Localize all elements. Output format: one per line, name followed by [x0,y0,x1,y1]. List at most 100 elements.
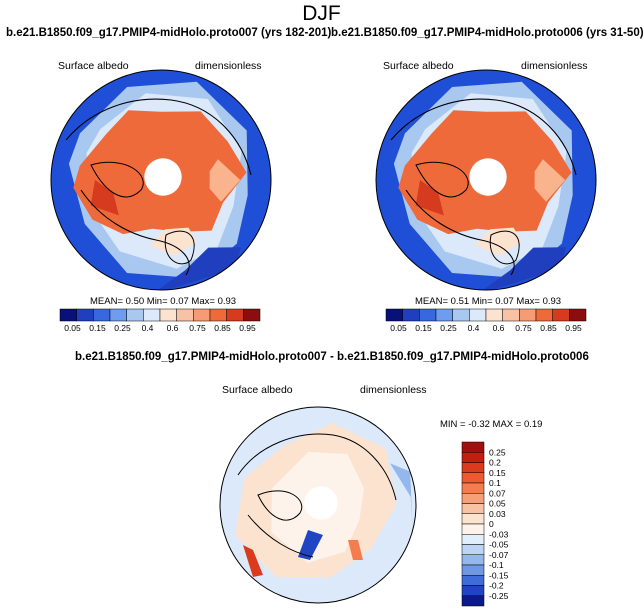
panel-2-max-label: Max= [516,296,540,307]
panel-1-colorbar-swatch [143,308,161,322]
panel-1-hudson-bay [90,161,144,198]
panel-1-coastline-a [65,98,252,176]
panel-1-colorbar-swatch [126,308,144,322]
panel-1-coastline-b [80,189,190,276]
panel-2-stats: MEAN= 0.51 Min= 0.07 Max= 0.93 [415,296,561,307]
panel-3-hudson-bay [257,490,303,521]
panel-3-min-label: MIN = [440,419,466,430]
panel-1-dark-patch [90,180,119,216]
panel-3-colorbar-tick: -0.25 [489,591,509,601]
panel-3-colorbar-tick: 0.25 [489,447,506,457]
panel-2-map [376,70,596,290]
panel-1-colorbar-swatch [109,308,127,322]
panel-2-colorbar-tick: 0.85 [540,323,557,333]
panel-3-colorbar-swatch [461,595,485,607]
panel-1-variable: Surface albedo [58,60,129,72]
panel-2-pole-hole [469,158,507,196]
panel-3-colorbar-tick: -0.07 [489,550,509,560]
panel-3-colorbar-tick: -0.1 [489,560,504,570]
panel-3-colorbar-swatch [461,513,485,525]
panel-1-min-label: Min= [146,296,168,307]
panel-1-min-value: 0.07 [170,296,189,307]
panel-3-max-label: MAX = [492,419,522,430]
panel-2-colorbar-tick: 0.95 [565,323,582,333]
panel-1-peach-patch-a [209,159,241,202]
panel-3-pole-hole [304,486,338,520]
panel-1-colorbar-tick: 0.05 [64,323,81,333]
panel-1-colorbar-tick: 0.4 [142,323,154,333]
panel-3-title: b.e21.B1850.f09_g17.PMIP4-midHolo.proto0… [75,351,589,363]
panel-1-stats: MEAN= 0.50 Min= 0.07 Max= 0.93 [90,296,236,307]
panel-1-colorbar-tick: 0.85 [214,323,231,333]
panel-2-cream-patch [474,227,522,256]
panel-3-colorbar-swatch [461,503,485,514]
panel-2-atlantic [475,247,567,290]
panel-3-colorbar-tick: -0.2 [489,581,504,591]
panel-2-colorbar-tick: 0.05 [390,323,407,333]
panel-1-colorbar-swatch [176,308,194,322]
panel-1-colorbar-tick: 0.15 [89,323,106,333]
panel-3-positive-patch [348,540,363,560]
panel-2-min-value: 0.07 [495,296,514,307]
panel-2-units: dimensionless [521,60,588,72]
panel-2-peach-patch-a [534,159,566,202]
panel-3-colorbar-swatch [461,534,485,545]
panel-1-units: dimensionless [195,60,262,72]
panel-3-negative-streak [298,530,323,560]
panel-3-colorbar-tick: -0.15 [489,570,509,580]
panel-1-pole-hole [144,158,182,196]
panel-3-colorbar-tick: 0.05 [489,499,506,509]
main-title: DJF [302,2,341,25]
panel-3-colorbar-tick: -0.03 [489,529,509,539]
panel-3-colorbar-swatch [461,462,485,473]
panel-2-colorbar-swatch [402,308,420,322]
panel-3-min-value: -0.32 [468,419,490,430]
panel-1-colorbar-swatch [59,308,77,322]
panel-2-colorbar-swatch [569,308,587,322]
panel-2-colorbar-swatch [419,308,437,322]
panel-3-colorbar-swatch [461,554,485,566]
panel-2-colorbar-swatch [485,308,503,322]
panel-1-colorbar-tick: 0.25 [114,323,131,333]
panel-2-colorbar-tick: 0.6 [493,323,505,333]
panel-3-colorbar-tick: 0.15 [489,468,506,478]
panel-3-map-border [219,406,417,604]
panel-3-colorbar-swatch [461,452,485,463]
panel-3-neg-east [390,463,413,531]
panel-3-coastline-b [247,514,314,558]
panel-2-colorbar-swatch [519,308,537,322]
panel-1-colorbar-tick: 0.95 [239,323,256,333]
panel-3-colorbar-tick: 0 [489,519,494,529]
panel-1-atlantic [150,247,242,290]
panel-3-colorbar-swatch [461,523,485,535]
panel-3-colorbar-tick: 0.03 [489,509,506,519]
panel-3-colorbar-swatch [461,585,485,596]
panel-1-mean-label: MEAN= [90,296,123,307]
panel-3-max-value: 0.19 [523,419,543,430]
panel-2-title: b.e21.B1850.f09_g17.PMIP4-midHolo.proto0… [331,27,643,39]
panel-3-colorbar-swatch [461,472,485,484]
panel-2-colorbar-tick: 0.25 [440,323,457,333]
panel-2-greenland [489,230,520,265]
panel-2-colorbar-tick: 0.15 [415,323,432,333]
panel-2-colorbar-tick: 0.75 [515,323,532,333]
panel-3-colorbar-swatch [461,564,485,576]
panel-2-mean-label: MEAN= [415,296,448,307]
panel-3-units: dimensionless [360,384,427,396]
panel-2-min-label: Min= [471,296,493,307]
panel-2-colorbar-swatch [502,308,520,322]
panel-2-mean-value: 0.51 [450,296,470,307]
panel-1-max-value: 0.93 [217,296,237,307]
panel-3-colorbar-tick: 0.1 [489,478,501,488]
panel-2-max-value: 0.93 [542,296,562,307]
panel-2-variable: Surface albedo [383,60,454,72]
panel-2-colorbar-swatch [435,308,453,322]
panel-3-map [220,407,416,603]
panel-3-colorbar-swatch [461,441,485,453]
panel-1-colorbar-swatch [93,308,111,322]
panel-1-colorbar-swatch [243,308,261,322]
panel-1-greenland [164,230,195,265]
panel-1-map [51,70,271,290]
panel-1-title: b.e21.B1850.f09_g17.PMIP4-midHolo.proto0… [6,27,332,39]
